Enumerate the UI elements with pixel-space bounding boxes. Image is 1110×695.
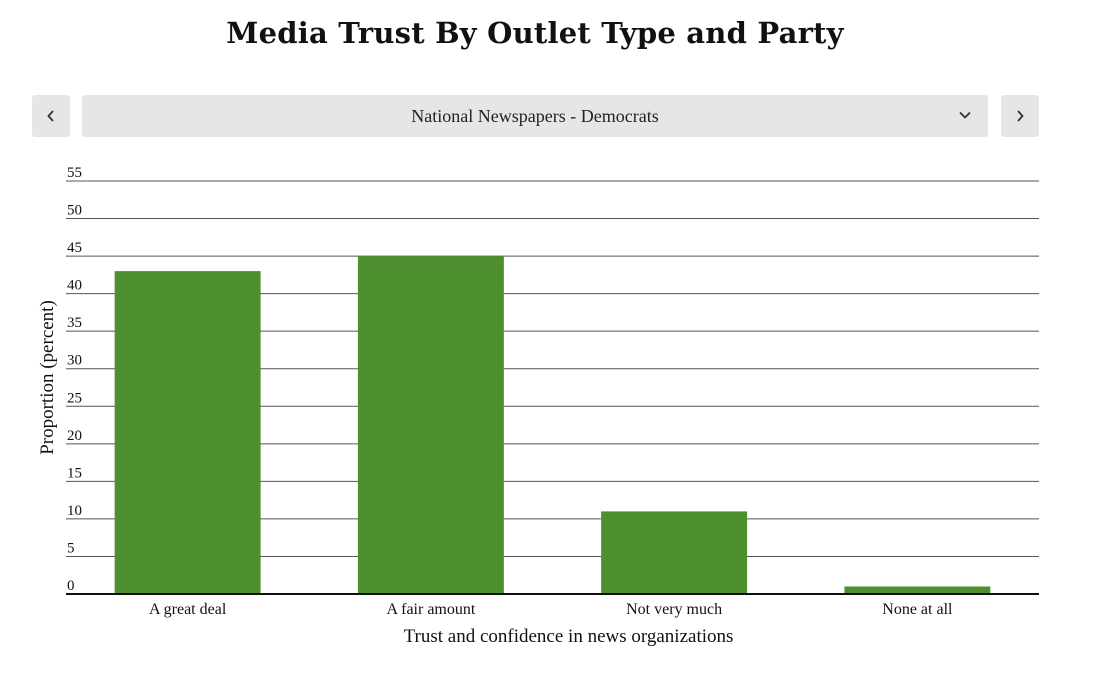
x-tick-label: A fair amount [386, 601, 475, 618]
y-tick-label: 35 [67, 315, 82, 331]
bars [114, 256, 991, 594]
y-tick-label: 15 [67, 465, 82, 481]
selected-option: National Newspapers - Democrats [411, 105, 659, 126]
chevron-right-icon [1017, 110, 1024, 122]
y-tick-label: 25 [67, 390, 82, 406]
bar [357, 256, 504, 594]
chevron-down-icon [959, 111, 971, 119]
chart-title: Media Trust By Outlet Type and Party [226, 16, 844, 50]
y-tick-label: 55 [67, 165, 82, 181]
next-button[interactable] [1001, 95, 1039, 137]
y-tick-label: 20 [67, 428, 82, 444]
x-tick-label: Not very much [626, 601, 722, 618]
y-tick-label: 0 [67, 578, 75, 594]
bar [601, 511, 748, 594]
y-tick-label: 30 [67, 353, 82, 369]
chevron-left-icon [47, 110, 54, 122]
y-tick-label: 40 [67, 278, 82, 294]
x-tick-label: A great deal [149, 601, 227, 618]
previous-button[interactable] [32, 95, 70, 137]
bar [114, 271, 261, 594]
x-tick-label: None at all [882, 601, 953, 618]
y-axis-ticks: 0 5 10 15 20 25 30 35 40 45 50 55 [67, 165, 82, 594]
y-tick-label: 5 [67, 540, 75, 556]
x-axis-ticks: A great deal A fair amount Not very much No… [149, 601, 953, 618]
y-tick-label: 50 [67, 203, 82, 219]
chart-selector-dropdown[interactable]: National Newspapers - Democrats [82, 95, 988, 137]
bar-chart: 0 5 10 15 20 25 30 35 40 45 50 55 A great deal A fai… [37, 165, 1039, 647]
bar [844, 586, 991, 594]
y-tick-label: 45 [67, 240, 82, 256]
y-axis-label: Proportion (percent) [37, 300, 58, 455]
x-axis-label: Trust and confidence in news organizatio… [404, 626, 734, 647]
y-tick-label: 10 [67, 503, 82, 519]
